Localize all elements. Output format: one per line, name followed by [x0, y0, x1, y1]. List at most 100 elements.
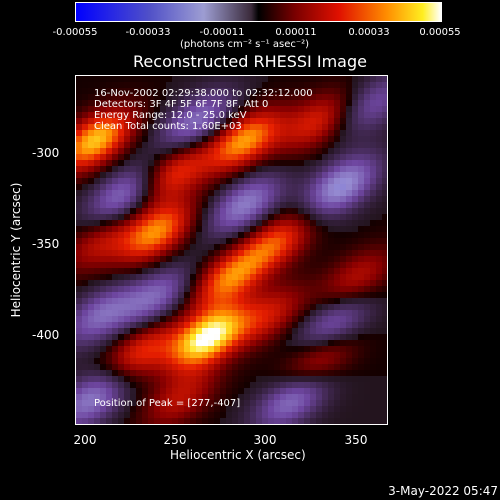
- heatmap-cell: [358, 418, 364, 424]
- heatmap-cell: [286, 322, 292, 328]
- heatmap-cell: [136, 124, 142, 130]
- heatmap-cell: [202, 406, 208, 412]
- heatmap-cell: [196, 286, 202, 292]
- heatmap-cell: [226, 334, 232, 340]
- heatmap-cell: [208, 88, 214, 94]
- heatmap-cell: [232, 382, 238, 388]
- heatmap-cell: [376, 322, 382, 328]
- heatmap-cell: [274, 280, 280, 286]
- heatmap-cell: [268, 178, 274, 184]
- heatmap-cell: [280, 220, 286, 226]
- heatmap-cell: [148, 124, 154, 130]
- heatmap-cell: [154, 394, 160, 400]
- heatmap-cell: [370, 142, 376, 148]
- heatmap-cell: [322, 184, 328, 190]
- heatmap-cell: [298, 310, 304, 316]
- heatmap-cell: [178, 238, 184, 244]
- heatmap-cell: [160, 232, 166, 238]
- heatmap-cell: [202, 124, 208, 130]
- chart-title: Reconstructed RHESSI Image: [133, 52, 367, 71]
- heatmap-cell: [286, 244, 292, 250]
- heatmap-cell: [226, 106, 232, 112]
- heatmap-cell: [334, 274, 340, 280]
- heatmap-cell: [118, 232, 124, 238]
- heatmap-cell: [370, 202, 376, 208]
- heatmap-cell: [94, 274, 100, 280]
- heatmap-cell: [208, 316, 214, 322]
- heatmap-cell: [124, 124, 130, 130]
- heatmap-cell: [262, 358, 268, 364]
- heatmap-cell: [322, 172, 328, 178]
- heatmap-cell: [214, 130, 220, 136]
- heatmap-cell: [160, 346, 166, 352]
- heatmap-cell: [166, 100, 172, 106]
- heatmap-cell: [136, 88, 142, 94]
- heatmap-cell: [310, 424, 316, 425]
- heatmap-cell: [364, 106, 370, 112]
- heatmap-cell: [226, 154, 232, 160]
- heatmap-cell: [166, 172, 172, 178]
- heatmap-cell: [190, 94, 196, 100]
- heatmap-cell: [190, 100, 196, 106]
- heatmap-cell: [118, 196, 124, 202]
- heatmap-cell: [376, 244, 382, 250]
- heatmap-cell: [76, 178, 82, 184]
- heatmap-cell: [280, 244, 286, 250]
- heatmap-cell: [190, 412, 196, 418]
- heatmap-cell: [178, 418, 184, 424]
- heatmap-cell: [256, 166, 262, 172]
- heatmap-cell: [166, 208, 172, 214]
- heatmap-cell: [76, 88, 82, 94]
- heatmap-cell: [184, 118, 190, 124]
- heatmap-cell: [214, 310, 220, 316]
- heatmap-cell: [340, 166, 346, 172]
- heatmap-cell: [118, 322, 124, 328]
- heatmap-cell: [286, 196, 292, 202]
- heatmap-cell: [352, 160, 358, 166]
- heatmap-cell: [250, 208, 256, 214]
- heatmap-cell: [220, 190, 226, 196]
- heatmap-cell: [202, 208, 208, 214]
- heatmap-cell: [76, 214, 82, 220]
- heatmap-cell: [196, 112, 202, 118]
- heatmap-cell: [160, 334, 166, 340]
- heatmap-cell: [310, 142, 316, 148]
- heatmap-cell: [142, 346, 148, 352]
- heatmap-cell: [232, 166, 238, 172]
- heatmap-cell: [172, 112, 178, 118]
- heatmap-cell: [220, 142, 226, 148]
- heatmap-cell: [328, 124, 334, 130]
- heatmap-cell: [88, 232, 94, 238]
- heatmap-cell: [100, 154, 106, 160]
- heatmap-cell: [166, 424, 172, 425]
- heatmap-cell: [280, 250, 286, 256]
- heatmap-cell: [76, 94, 82, 100]
- heatmap-cell: [298, 292, 304, 298]
- heatmap-cell: [262, 334, 268, 340]
- heatmap-cell: [352, 388, 358, 394]
- heatmap-cell: [316, 196, 322, 202]
- heatmap-cell: [166, 268, 172, 274]
- heatmap-cell: [142, 292, 148, 298]
- heatmap-cell: [190, 124, 196, 130]
- heatmap-cell: [250, 286, 256, 292]
- heatmap-cell: [82, 124, 88, 130]
- heatmap-cell: [136, 274, 142, 280]
- heatmap-cell: [190, 190, 196, 196]
- heatmap-cell: [136, 202, 142, 208]
- heatmap-cell: [100, 250, 106, 256]
- heatmap-cell: [112, 232, 118, 238]
- heatmap-cell: [322, 358, 328, 364]
- heatmap-cell: [334, 268, 340, 274]
- heatmap-cell: [226, 100, 232, 106]
- heatmap-cell: [124, 88, 130, 94]
- heatmap-cell: [100, 274, 106, 280]
- heatmap-cell: [226, 142, 232, 148]
- heatmap-cell: [220, 76, 226, 82]
- heatmap-cell: [304, 160, 310, 166]
- heatmap-cell: [274, 376, 280, 382]
- heatmap-cell: [184, 268, 190, 274]
- y-tick-label: -350: [32, 237, 60, 251]
- heatmap-cell: [148, 148, 154, 154]
- heatmap-cell: [148, 310, 154, 316]
